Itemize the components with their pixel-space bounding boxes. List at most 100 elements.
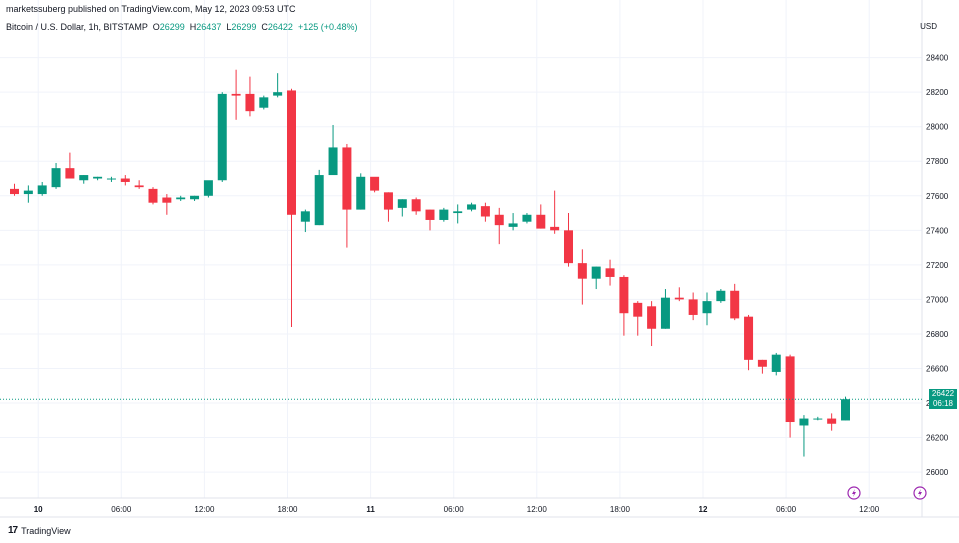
price-tick-label: 26600: [926, 364, 949, 373]
candle-down[interactable]: [757, 359, 767, 374]
candle-up[interactable]: [356, 173, 366, 210]
time-axis-labels[interactable]: 10 06:00 12:00 18:00 11 06:00 12:00 18:00 12 06:0…: [34, 505, 880, 514]
candle-up[interactable]: [467, 202, 477, 212]
candle-down[interactable]: [494, 207, 504, 245]
lightning-icon-secondary[interactable]: [913, 486, 927, 500]
candle-up[interactable]: [591, 266, 601, 290]
candle-up[interactable]: [273, 73, 283, 98]
candle-down[interactable]: [383, 192, 393, 222]
candle-body: [536, 214, 546, 229]
candle-body: [841, 399, 850, 421]
price-tick-label: 28200: [926, 88, 949, 97]
publisher-line: marketssuberg published on TradingView.c…: [6, 4, 296, 14]
candle-down[interactable]: [577, 249, 587, 305]
candle-up[interactable]: [190, 195, 200, 201]
candle-body: [425, 209, 435, 220]
tradingview-logo-text: TradingView: [21, 525, 71, 536]
candle-down[interactable]: [674, 287, 684, 302]
candle-up[interactable]: [217, 92, 227, 182]
candle-up[interactable]: [453, 204, 463, 224]
candle-down[interactable]: [370, 176, 380, 193]
candle-down[interactable]: [134, 180, 144, 189]
candle-body: [383, 192, 393, 210]
time-tick-label: 10: [34, 505, 43, 514]
candle-up[interactable]: [37, 181, 47, 196]
candle-down[interactable]: [148, 187, 158, 205]
candle-body: [660, 297, 670, 329]
candle-down[interactable]: [425, 209, 435, 231]
candle-body: [799, 418, 809, 426]
candle-body: [176, 197, 186, 200]
price-tick-label: 26000: [926, 468, 949, 477]
currency-label[interactable]: USD: [920, 22, 937, 31]
candle-up[interactable]: [203, 180, 213, 198]
candle-up[interactable]: [397, 199, 407, 217]
candle-body: [37, 185, 47, 195]
candle-body: [203, 180, 213, 196]
candle-up[interactable]: [439, 207, 449, 222]
candle-up[interactable]: [93, 176, 103, 181]
candle-body: [522, 214, 532, 222]
price-tick-label: 27600: [926, 192, 949, 201]
candle-down[interactable]: [564, 213, 573, 267]
candle-down[interactable]: [744, 314, 754, 371]
candle-down[interactable]: [342, 143, 352, 248]
candle-up[interactable]: [841, 396, 850, 421]
high-label: H: [189, 22, 197, 32]
candle-up[interactable]: [702, 292, 712, 326]
open-label: O: [152, 22, 160, 32]
candle-down[interactable]: [65, 152, 75, 179]
candle-down[interactable]: [480, 202, 490, 222]
candle-body: [120, 178, 130, 182]
candle-down[interactable]: [536, 204, 546, 229]
candle-body: [716, 290, 726, 302]
lightning-icon[interactable]: [847, 486, 861, 500]
candle-body: [453, 211, 463, 214]
candle-up[interactable]: [79, 175, 89, 184]
candle-down[interactable]: [231, 69, 241, 120]
low-value: 26299: [231, 22, 257, 32]
candle-down[interactable]: [550, 190, 560, 234]
candle-up[interactable]: [328, 124, 338, 176]
candle-body: [744, 316, 754, 360]
candle-up[interactable]: [259, 95, 269, 110]
candle-body: [273, 92, 283, 96]
candle-down[interactable]: [730, 283, 740, 321]
candle-up[interactable]: [51, 162, 61, 189]
symbol-legend: Bitcoin / U.S. Dollar, 1h, BITSTAMP O262…: [6, 22, 358, 32]
tradingview-logo[interactable]: 17 TradingView: [8, 525, 71, 536]
candle-up[interactable]: [176, 195, 186, 201]
candle-down[interactable]: [411, 197, 421, 215]
candle-down[interactable]: [619, 275, 629, 336]
candle-up[interactable]: [314, 169, 324, 226]
candle-up[interactable]: [660, 289, 670, 329]
candle-up[interactable]: [300, 209, 310, 233]
candle-up[interactable]: [23, 185, 33, 203]
price-tick-label: 27000: [926, 295, 949, 304]
candle-down[interactable]: [785, 354, 795, 438]
candle-down[interactable]: [10, 183, 19, 196]
candle-down[interactable]: [162, 194, 172, 215]
candle-up[interactable]: [522, 213, 532, 224]
candle-body: [342, 147, 352, 210]
candle-down[interactable]: [827, 413, 837, 431]
candle-down[interactable]: [120, 175, 130, 186]
candle-up[interactable]: [716, 289, 726, 303]
candle-body: [300, 211, 310, 222]
candle-up[interactable]: [799, 415, 809, 457]
candle-up[interactable]: [813, 416, 823, 421]
candle-up[interactable]: [771, 352, 781, 376]
candle-down[interactable]: [245, 76, 255, 117]
candle-up[interactable]: [106, 176, 116, 182]
candle-down[interactable]: [287, 88, 296, 328]
candle-body: [591, 266, 601, 279]
candle-down[interactable]: [605, 259, 615, 286]
price-axis-labels[interactable]: 28400 28200 28000 27800 27600 27400 27200 27000…: [926, 54, 949, 477]
low-label: L: [226, 22, 232, 32]
candle-down[interactable]: [647, 301, 657, 347]
candle-down[interactable]: [688, 292, 698, 321]
candle-body: [702, 301, 712, 314]
candle-down[interactable]: [633, 301, 643, 336]
candle-up[interactable]: [508, 213, 518, 231]
